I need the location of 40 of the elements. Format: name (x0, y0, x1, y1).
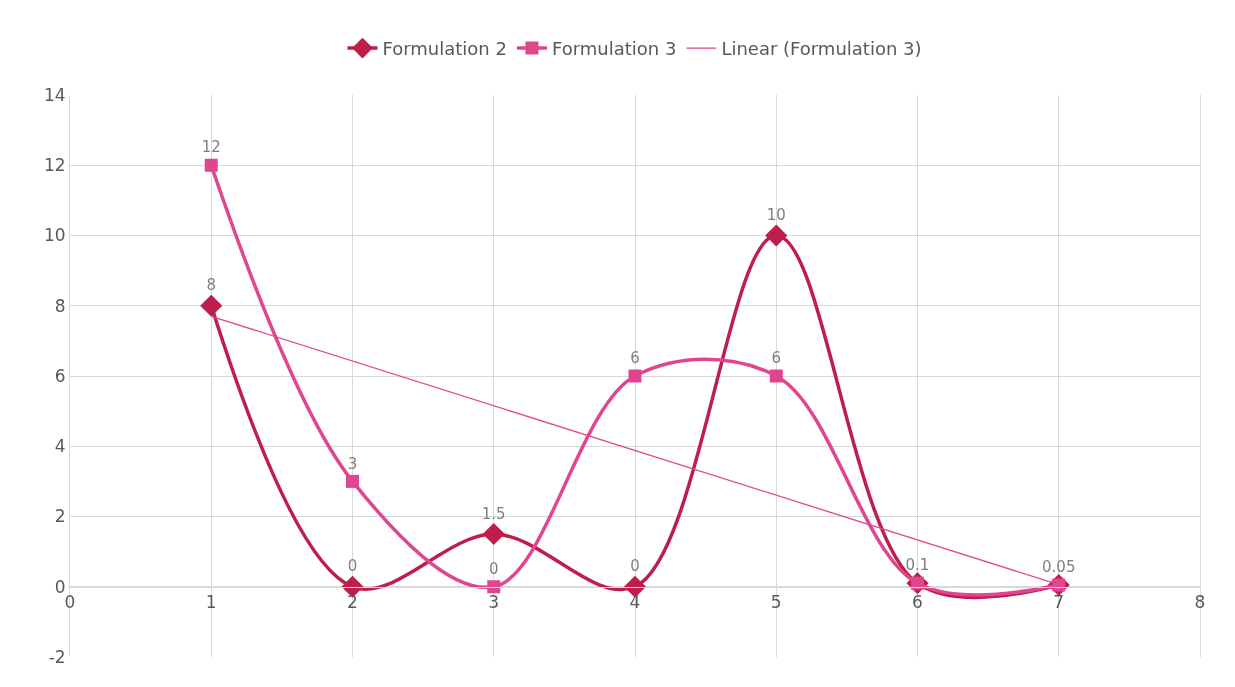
x-tick-label: 3 (488, 592, 500, 613)
legend-label: Formulation 3 (551, 38, 677, 60)
data-label: 0 (347, 557, 358, 576)
y-tick-label: 8 (54, 295, 66, 316)
y-tick-label: 14 (43, 84, 66, 105)
data-label: 0.05 (1042, 558, 1076, 577)
data-label: 0 (630, 557, 640, 576)
x-tick-label: 1 (205, 592, 217, 613)
x-tick-label: 6 (912, 592, 923, 613)
point (628, 369, 642, 383)
y-tick-label: -2 (48, 646, 66, 667)
x-tick-label: 5 (770, 592, 782, 613)
y-tick-label: 10 (43, 225, 66, 246)
data-label: 1.5 (481, 504, 506, 523)
data-label: 8 (206, 276, 217, 295)
data-label: 6 (771, 349, 782, 368)
data-label: 3 (347, 454, 358, 473)
y-tick-label: 0 (54, 576, 66, 597)
point (200, 294, 223, 317)
point (769, 369, 783, 383)
x-tick-label: 2 (347, 592, 358, 613)
point (765, 224, 788, 247)
point (204, 158, 218, 172)
y-tick-label: 2 (54, 506, 66, 527)
legend-label: Formulation 2 (382, 38, 507, 60)
point (346, 474, 359, 488)
data-label: 10 (766, 206, 786, 225)
point (487, 580, 501, 594)
data-label: 0 (488, 559, 499, 578)
data-label: 12 (201, 138, 221, 157)
x-tick-label: 4 (629, 592, 641, 613)
legend-label: Linear (Formulation 3) (721, 38, 922, 60)
point (482, 523, 505, 546)
y-tick-label: 12 (43, 155, 66, 176)
y-tick-label: 4 (54, 436, 66, 457)
data-label: 6 (630, 349, 640, 368)
x-tick-label: 7 (1053, 592, 1065, 613)
y-tick-label: 6 (54, 365, 66, 386)
data-label: 0.1 (905, 556, 930, 575)
x-tick-label: 8 (1194, 592, 1206, 613)
